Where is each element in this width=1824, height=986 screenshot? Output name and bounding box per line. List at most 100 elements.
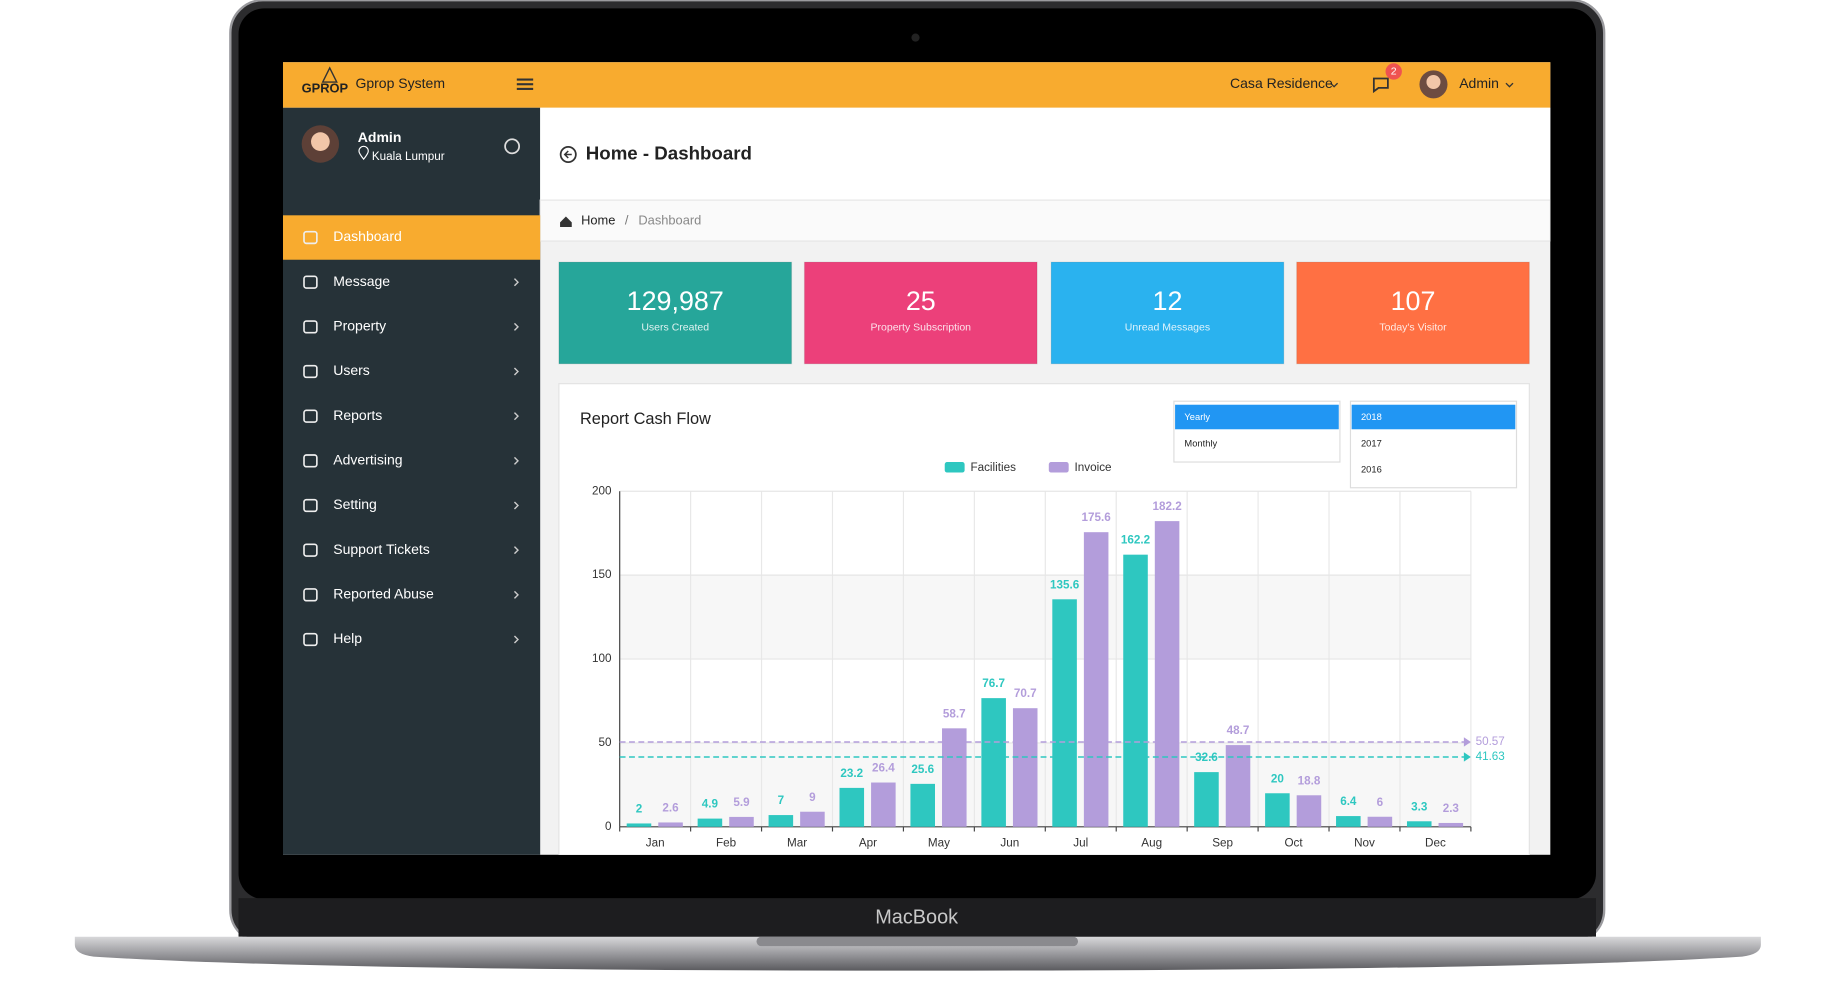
selected-option xyxy=(1175,404,1339,430)
menu-item[interactable]: Support Tickets xyxy=(333,541,430,557)
y-tick-label: 150 xyxy=(592,568,612,581)
stat-label: Unread Messages xyxy=(1125,321,1210,333)
bottom-bezel xyxy=(238,898,1596,937)
dropdown-option[interactable]: Monthly xyxy=(1184,438,1217,448)
chevron xyxy=(513,635,519,644)
property-selector[interactable]: Casa Residence xyxy=(1230,75,1333,91)
menu-icon xyxy=(303,632,318,647)
dropdown-option[interactable]: 2016 xyxy=(1361,465,1382,475)
data-label: 70.7 xyxy=(1014,687,1037,700)
data-label: 20 xyxy=(1271,772,1284,785)
data-label: 2 xyxy=(636,803,643,816)
sidebar-user: Admin xyxy=(358,129,402,145)
x-tick-label: Jun xyxy=(1000,836,1019,849)
menu-item[interactable]: Property xyxy=(333,318,386,334)
back-icon[interactable] xyxy=(559,146,577,163)
chevron xyxy=(513,501,519,510)
menu-icon xyxy=(303,275,318,289)
data-label: 7 xyxy=(778,794,785,807)
bar xyxy=(942,728,967,827)
dropdown-option[interactable]: 2018 xyxy=(1361,412,1382,422)
base-notch xyxy=(756,936,1079,947)
bar xyxy=(839,787,865,827)
menu-item[interactable]: Help xyxy=(333,630,362,646)
data-label: 162.2 xyxy=(1121,534,1151,547)
stat-label: Users Created xyxy=(641,321,709,333)
data-label: 6.4 xyxy=(1340,795,1357,808)
menu-item[interactable]: Reports xyxy=(333,407,382,423)
chevron xyxy=(513,412,519,421)
data-label: 18.8 xyxy=(1298,774,1321,787)
stat-card xyxy=(803,261,1038,365)
top-bar xyxy=(282,62,1551,108)
menu-item[interactable]: Advertising xyxy=(333,452,402,468)
x-tick-label: Nov xyxy=(1354,836,1375,849)
average-arrow xyxy=(1463,737,1471,747)
bar xyxy=(626,823,652,827)
data-label: 26.4 xyxy=(872,762,895,775)
data-label: 135.6 xyxy=(1050,578,1080,591)
bar xyxy=(1052,599,1077,827)
stat-value: 12 xyxy=(1153,286,1183,316)
bar xyxy=(1194,772,1219,827)
settings-icon[interactable] xyxy=(504,138,521,155)
data-label: 32.6 xyxy=(1195,751,1218,764)
bar xyxy=(1438,822,1464,827)
menu-toggle[interactable] xyxy=(516,78,534,90)
legend-swatch xyxy=(944,462,965,473)
legend-label[interactable]: Invoice xyxy=(1075,461,1112,474)
y-tick-label: 200 xyxy=(592,484,612,497)
x-tick-label: Apr xyxy=(859,836,877,849)
bar xyxy=(910,783,935,827)
data-label: 23.2 xyxy=(840,767,863,780)
camera xyxy=(911,33,920,42)
stat-label: Property Subscription xyxy=(871,321,972,333)
menu-item[interactable]: Dashboard xyxy=(333,228,402,244)
chat-icon[interactable] xyxy=(1372,77,1389,94)
chevron xyxy=(1505,82,1514,88)
breadcrumb: Dashboard xyxy=(638,213,701,228)
bar xyxy=(729,816,754,827)
menu-item[interactable]: Setting xyxy=(333,496,377,512)
dropdown-option[interactable]: Yearly xyxy=(1184,412,1210,422)
bar xyxy=(658,822,683,827)
bar xyxy=(1367,816,1393,827)
data-label: 2.6 xyxy=(662,802,679,815)
legend-label[interactable]: Facilities xyxy=(970,461,1016,474)
device-brand: MacBook xyxy=(875,906,958,928)
avatar-face xyxy=(1426,75,1441,90)
menu-item[interactable]: Reported Abuse xyxy=(333,586,434,602)
user-menu[interactable]: Admin xyxy=(1459,75,1499,91)
x-tick-label: Sep xyxy=(1212,836,1233,849)
bar xyxy=(1225,745,1251,827)
bar xyxy=(1265,793,1290,827)
bar xyxy=(1123,554,1148,827)
bar xyxy=(1296,795,1322,827)
logo: GPROP xyxy=(302,80,349,95)
menu-item[interactable]: Users xyxy=(333,362,370,378)
menu-item[interactable]: Message xyxy=(333,273,390,289)
menu-icon xyxy=(303,320,318,334)
breadcrumb[interactable]: Home xyxy=(581,213,615,228)
average-label: 50.57 xyxy=(1476,735,1505,748)
x-tick-label: Oct xyxy=(1284,836,1303,849)
chevron xyxy=(513,278,519,287)
bar xyxy=(981,698,1006,827)
chevron xyxy=(513,590,519,599)
data-label: 5.9 xyxy=(733,796,750,809)
dropdown-option[interactable]: 2017 xyxy=(1361,438,1382,448)
dynamic-layer: GPROP Gprop System Casa Residence 2 Admin Adm… xyxy=(282,65,1530,849)
data-label: 2.3 xyxy=(1443,802,1460,815)
stat-value: 107 xyxy=(1391,286,1436,316)
badge xyxy=(1385,63,1402,80)
back-arrow xyxy=(563,150,572,159)
chevron xyxy=(513,367,519,376)
data-label: 48.7 xyxy=(1227,724,1250,737)
selected-option xyxy=(1351,404,1516,430)
average-label: 41.63 xyxy=(1476,750,1505,763)
bar xyxy=(1336,816,1361,827)
breadcrumb-separator: / xyxy=(625,213,629,228)
x-tick-label: Aug xyxy=(1141,836,1162,849)
menu-icon xyxy=(303,588,318,602)
